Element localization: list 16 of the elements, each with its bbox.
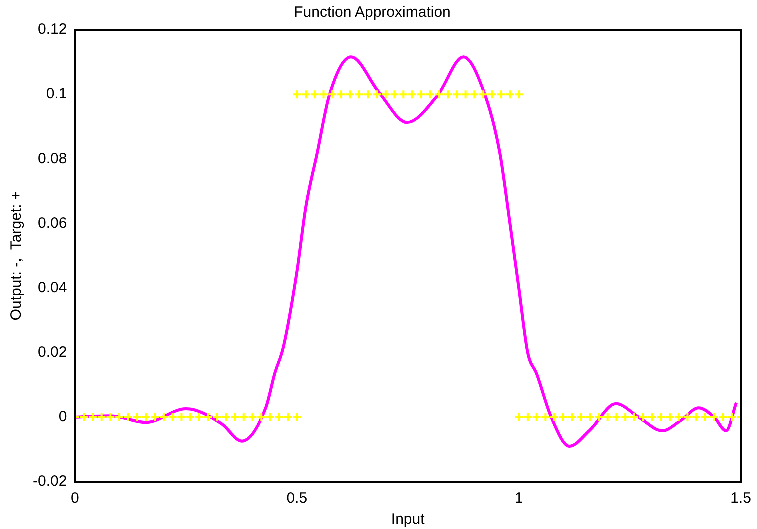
y-axis-title: Output: -, Target: + [8,191,26,321]
y-tick-label: 0.12 [38,21,68,38]
y-tick-label: 0.06 [38,214,68,232]
x-tick-label: 1.5 [730,490,752,508]
x-tick-label: 1 [514,490,524,508]
y-tick-label: 0.04 [38,279,68,296]
y-tick-label: 0.08 [38,150,68,168]
y-tick-label: 0.1 [46,86,68,103]
line-series [75,56,738,448]
x-axis-title: Input [391,511,426,528]
y-tick-label: 0.02 [38,344,68,361]
x-tick-label: 0 [71,490,80,508]
y-tick-label: -0.02 [32,473,68,490]
y-tick-label: 0 [58,408,68,426]
x-tick-label: 0.5 [286,490,308,508]
chart-title: Function Approximation [294,4,451,22]
